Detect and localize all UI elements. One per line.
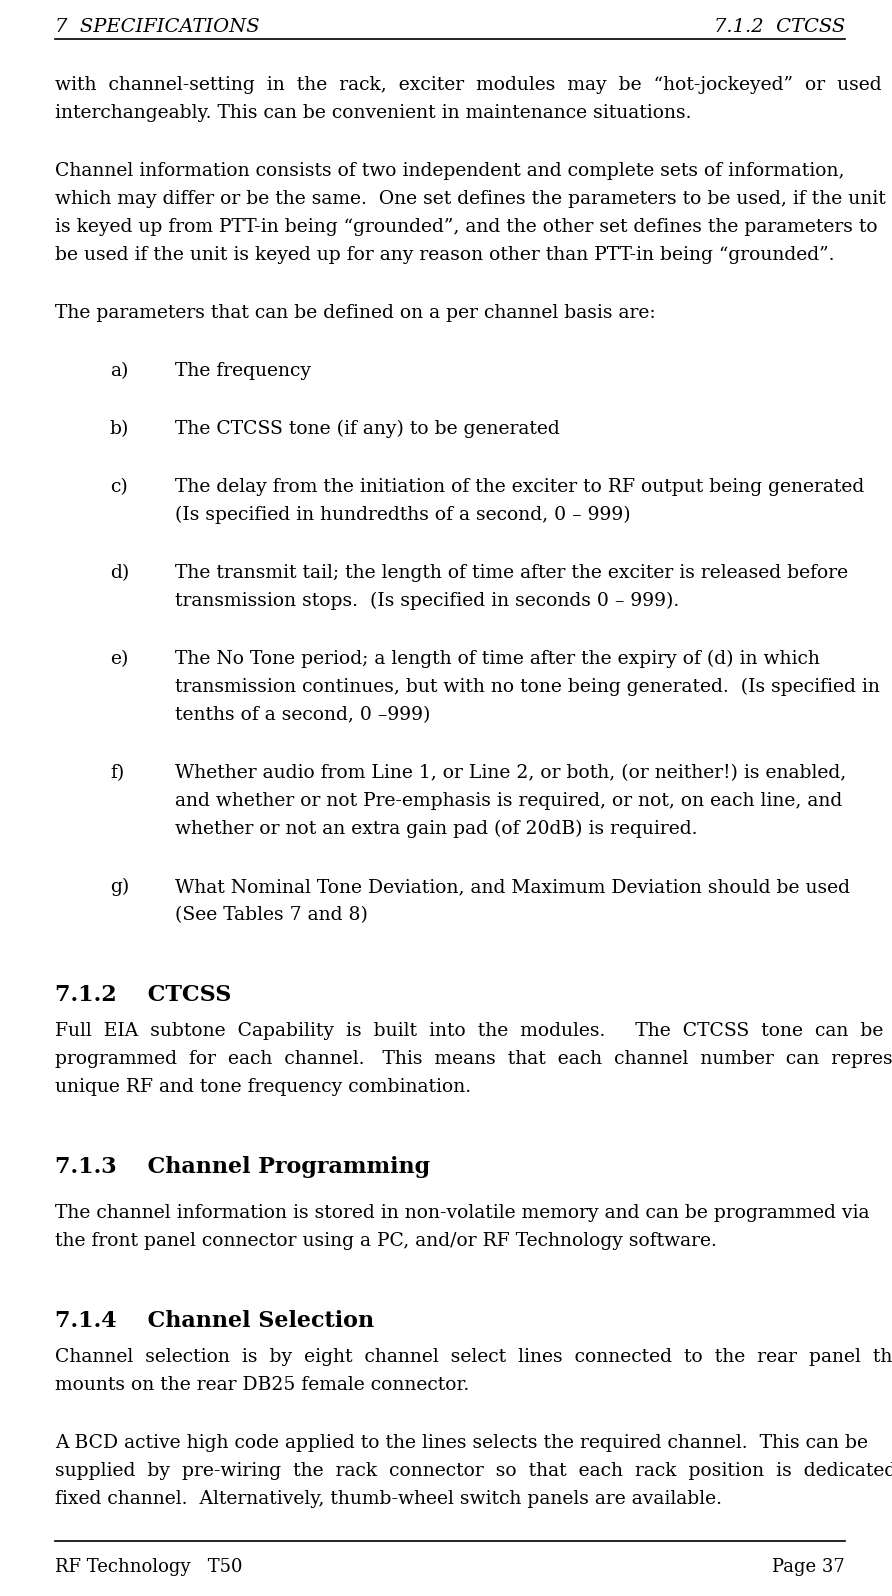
Text: e): e): [110, 650, 128, 669]
Text: Channel information consists of two independent and complete sets of information: Channel information consists of two inde…: [55, 163, 845, 180]
Text: transmission stops.  (Is specified in seconds 0 – 999).: transmission stops. (Is specified in sec…: [175, 592, 679, 610]
Text: fixed channel.  Alternatively, thumb-wheel switch panels are available.: fixed channel. Alternatively, thumb-whee…: [55, 1491, 722, 1508]
Text: The channel information is stored in non-volatile memory and can be programmed v: The channel information is stored in non…: [55, 1203, 870, 1223]
Text: programmed  for  each  channel.   This  means  that  each  channel  number  can : programmed for each channel. This means …: [55, 1050, 892, 1068]
Text: g): g): [110, 878, 129, 897]
Text: which may differ or be the same.  One set defines the parameters to be used, if : which may differ or be the same. One set…: [55, 190, 886, 207]
Text: 7.1.2    CTCSS: 7.1.2 CTCSS: [55, 985, 231, 1005]
Text: The parameters that can be defined on a per channel basis are:: The parameters that can be defined on a …: [55, 303, 656, 322]
Text: A BCD active high code applied to the lines selects the required channel.  This : A BCD active high code applied to the li…: [55, 1433, 868, 1452]
Text: Full  EIA  subtone  Capability  is  built  into  the  modules.     The  CTCSS  t: Full EIA subtone Capability is built int…: [55, 1021, 883, 1041]
Text: (See Tables 7 and 8): (See Tables 7 and 8): [175, 907, 368, 924]
Text: The transmit tail; the length of time after the exciter is released before: The transmit tail; the length of time af…: [175, 563, 848, 583]
Text: 7.1.2  CTCSS: 7.1.2 CTCSS: [714, 18, 845, 37]
Text: 7.1.4    Channel Selection: 7.1.4 Channel Selection: [55, 1310, 374, 1333]
Text: RF Technology   T50: RF Technology T50: [55, 1558, 243, 1575]
Text: (Is specified in hundredths of a second, 0 – 999): (Is specified in hundredths of a second,…: [175, 506, 631, 523]
Text: The frequency: The frequency: [175, 362, 311, 380]
Text: is keyed up from PTT-in being “grounded”, and the other set defines the paramete: is keyed up from PTT-in being “grounded”…: [55, 219, 878, 236]
Text: f): f): [110, 764, 124, 782]
Text: d): d): [110, 563, 129, 583]
Text: supplied  by  pre-wiring  the  rack  connector  so  that  each  rack  position  : supplied by pre-wiring the rack connecto…: [55, 1462, 892, 1479]
Text: a): a): [110, 362, 128, 380]
Text: tenths of a second, 0 –999): tenths of a second, 0 –999): [175, 705, 430, 725]
Text: with  channel-setting  in  the  rack,  exciter  modules  may  be  “hot-jockeyed”: with channel-setting in the rack, excite…: [55, 77, 881, 94]
Text: Channel  selection  is  by  eight  channel  select  lines  connected  to  the  r: Channel selection is by eight channel se…: [55, 1349, 892, 1366]
Text: the front panel connector using a PC, and/or RF Technology software.: the front panel connector using a PC, an…: [55, 1232, 717, 1250]
Text: The delay from the initiation of the exciter to RF output being generated: The delay from the initiation of the exc…: [175, 477, 864, 496]
Text: The CTCSS tone (if any) to be generated: The CTCSS tone (if any) to be generated: [175, 420, 560, 439]
Text: interchangeably. This can be convenient in maintenance situations.: interchangeably. This can be convenient …: [55, 104, 691, 121]
Text: mounts on the rear DB25 female connector.: mounts on the rear DB25 female connector…: [55, 1376, 469, 1393]
Text: whether or not an extra gain pad (of 20dB) is required.: whether or not an extra gain pad (of 20d…: [175, 820, 698, 838]
Text: Page 37: Page 37: [772, 1558, 845, 1575]
Text: The No Tone period; a length of time after the expiry of (d) in which: The No Tone period; a length of time aft…: [175, 650, 820, 669]
Text: unique RF and tone frequency combination.: unique RF and tone frequency combination…: [55, 1077, 471, 1096]
Text: 7  SPECIFICATIONS: 7 SPECIFICATIONS: [55, 18, 260, 37]
Text: and whether or not Pre-emphasis is required, or not, on each line, and: and whether or not Pre-emphasis is requi…: [175, 792, 842, 811]
Text: transmission continues, but with no tone being generated.  (Is specified in: transmission continues, but with no tone…: [175, 678, 880, 696]
Text: b): b): [110, 420, 129, 437]
Text: What Nominal Tone Deviation, and Maximum Deviation should be used: What Nominal Tone Deviation, and Maximum…: [175, 878, 850, 895]
Text: 7.1.3    Channel Programming: 7.1.3 Channel Programming: [55, 1156, 430, 1178]
Text: c): c): [110, 477, 128, 496]
Text: be used if the unit is keyed up for any reason other than PTT-in being “grounded: be used if the unit is keyed up for any …: [55, 246, 835, 263]
Text: Whether audio from Line 1, or Line 2, or both, (or neither!) is enabled,: Whether audio from Line 1, or Line 2, or…: [175, 764, 847, 782]
